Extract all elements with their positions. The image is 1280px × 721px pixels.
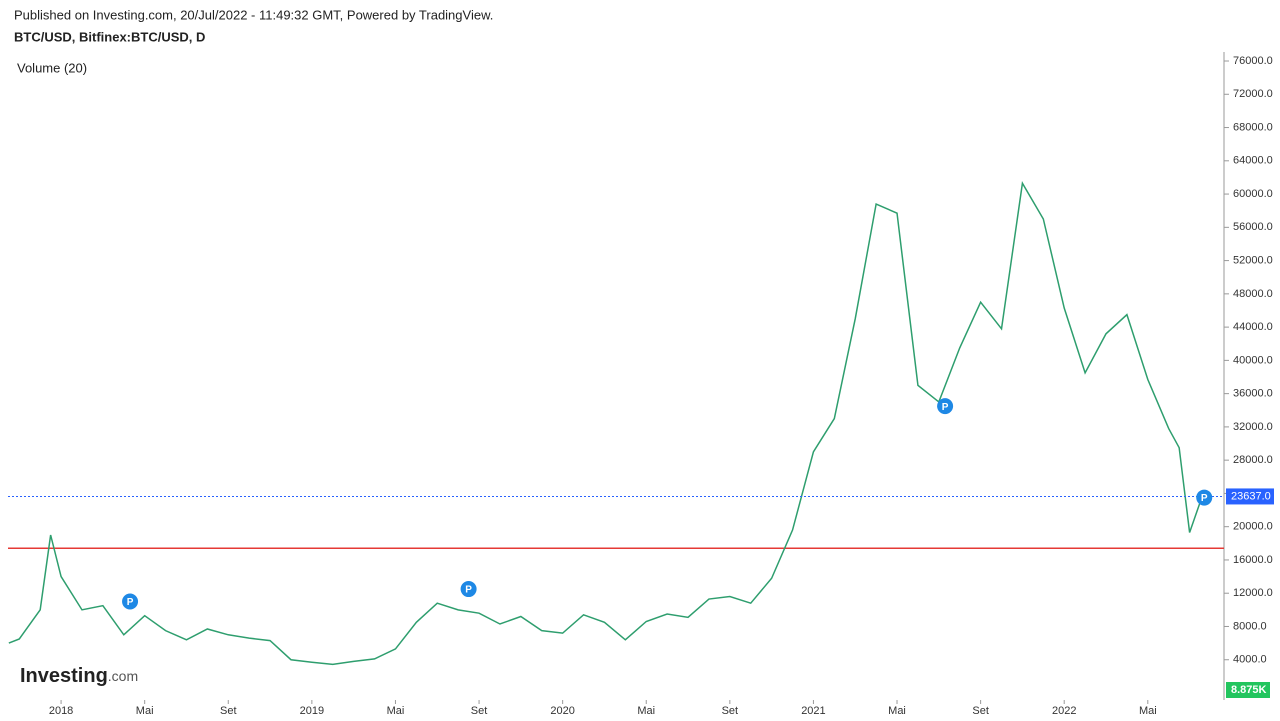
y-tick-label: 56000.0 — [1233, 221, 1273, 233]
marker — [1196, 489, 1213, 506]
published-note: Published on Investing.com, 20/Jul/2022 … — [14, 7, 493, 22]
volume-box — [1226, 682, 1270, 698]
x-tick-label: Mai — [136, 705, 154, 717]
x-tick-label: Set — [220, 705, 237, 717]
x-tick-label: Mai — [387, 705, 405, 717]
y-tick-label: 64000.0 — [1233, 155, 1273, 167]
y-tick-label: 8000.0 — [1233, 620, 1267, 632]
y-tick-label: 28000.0 — [1233, 454, 1273, 466]
x-tick-label: Set — [722, 705, 739, 717]
y-tick-label: 40000.0 — [1233, 354, 1273, 366]
y-tick-label: 20000.0 — [1233, 521, 1273, 533]
last-price-label: 23637.0 — [1231, 490, 1271, 502]
y-tick-label: 44000.0 — [1233, 321, 1273, 333]
x-tick-label: 2020 — [550, 705, 574, 717]
logo: Investing.com — [20, 665, 138, 687]
x-tick-label: 2021 — [801, 705, 825, 717]
marker-label: P — [465, 585, 472, 596]
y-tick-label: 52000.0 — [1233, 254, 1273, 266]
marker — [460, 581, 477, 598]
y-tick-label: 12000.0 — [1233, 587, 1273, 599]
y-tick-label: 76000.0 — [1233, 55, 1273, 67]
x-tick-label: 2019 — [300, 705, 324, 717]
y-tick-label: 32000.0 — [1233, 421, 1273, 433]
y-tick-label: 4000.0 — [1233, 654, 1267, 666]
y-tick-label: 72000.0 — [1233, 88, 1273, 100]
marker — [122, 593, 139, 610]
marker-label: P — [1201, 493, 1208, 504]
x-tick-label: 2022 — [1052, 705, 1076, 717]
y-tick-label: 36000.0 — [1233, 388, 1273, 400]
marker-label: P — [942, 402, 949, 413]
price-line — [8, 181, 1203, 666]
y-tick-label: 16000.0 — [1233, 554, 1273, 566]
last-price-box — [1226, 488, 1274, 505]
y-tick-label: 48000.0 — [1233, 288, 1273, 300]
indicator-label: Volume (20) — [17, 60, 87, 75]
x-tick-label: Mai — [637, 705, 655, 717]
volume-label: 8.875K — [1231, 684, 1267, 696]
y-tick-label: 60000.0 — [1233, 188, 1273, 200]
x-tick-label: Set — [972, 705, 989, 717]
x-tick-label: Mai — [888, 705, 906, 717]
x-tick-label: Set — [471, 705, 488, 717]
x-tick-label: 2018 — [49, 705, 73, 717]
y-tick-label: 68000.0 — [1233, 121, 1273, 133]
x-tick-label: Mai — [1139, 705, 1157, 717]
marker-label: P — [127, 597, 134, 608]
marker — [937, 398, 954, 415]
symbol-title: BTC/USD, Bitfinex:BTC/USD, D — [14, 29, 205, 44]
